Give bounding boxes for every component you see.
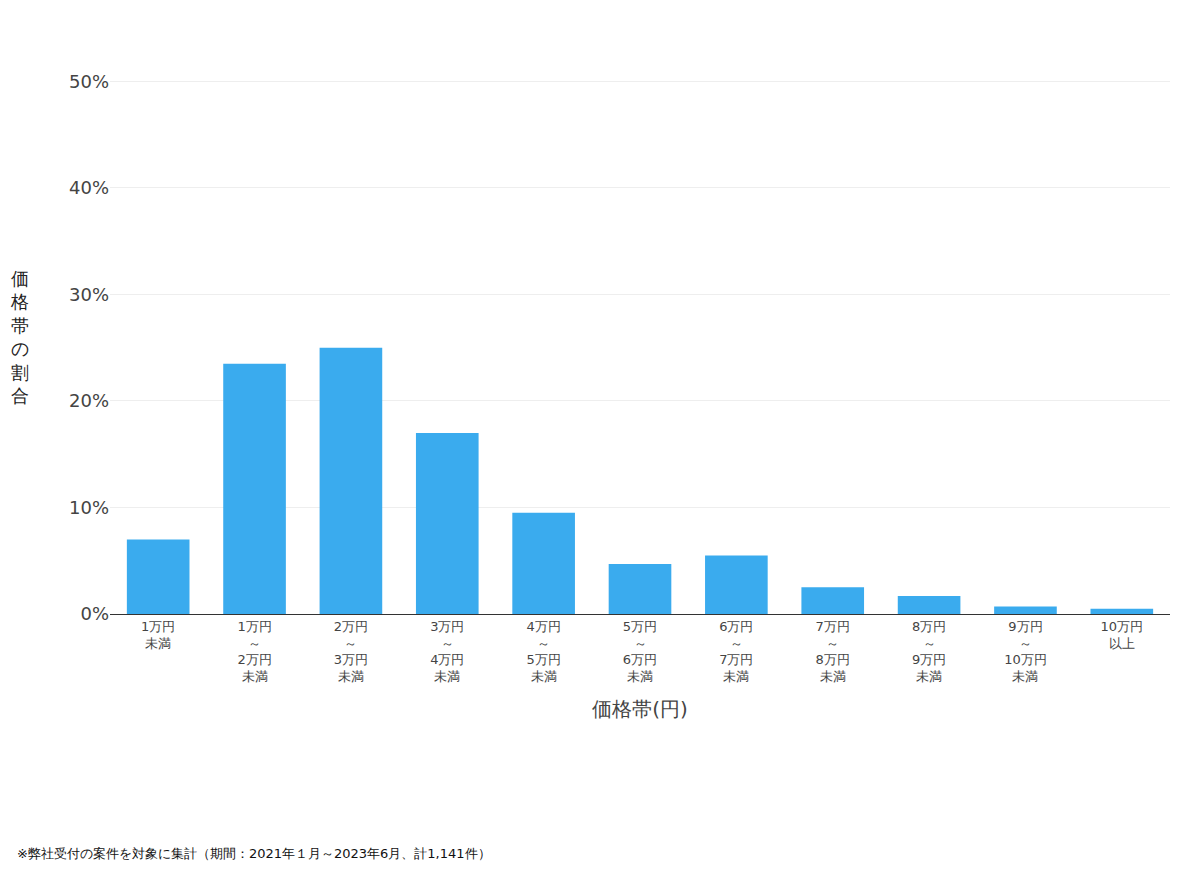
svg-text:40%: 40% [69, 177, 109, 198]
svg-text:5万円～6万円未満: 5万円～6万円未満 [623, 619, 657, 685]
svg-text:8万円～9万円未満: 8万円～9万円未満 [912, 619, 946, 685]
svg-text:2万円～3万円未満: 2万円～3万円未満 [334, 619, 368, 685]
svg-text:※弊社受付の案件を対象に集計（期間：2021年１月～2023: ※弊社受付の案件を対象に集計（期間：2021年１月～2023年6月、計1,141… [17, 846, 491, 861]
svg-text:0%: 0% [80, 603, 109, 624]
svg-text:20%: 20% [69, 390, 109, 411]
svg-text:7万円～8万円未満: 7万円～8万円未満 [816, 619, 850, 685]
svg-text:30%: 30% [69, 284, 109, 305]
svg-text:価格帯(円): 価格帯(円) [592, 697, 688, 721]
svg-text:10%: 10% [69, 497, 109, 518]
svg-text:1万円未満: 1万円未満 [141, 619, 175, 651]
svg-text:1万円～2万円未満: 1万円～2万円未満 [237, 619, 271, 685]
svg-text:9万円～10万円未満: 9万円～10万円未満 [1004, 619, 1047, 685]
svg-text:10万円以上: 10万円以上 [1101, 619, 1144, 651]
svg-text:価格帯の割合: 価格帯の割合 [10, 268, 29, 406]
svg-text:50%: 50% [69, 71, 109, 92]
svg-text:3万円～4万円未満: 3万円～4万円未満 [430, 619, 464, 685]
svg-text:6万円～7万円未満: 6万円～7万円未満 [719, 619, 753, 685]
svg-text:4万円～5万円未満: 4万円～5万円未満 [526, 619, 560, 685]
